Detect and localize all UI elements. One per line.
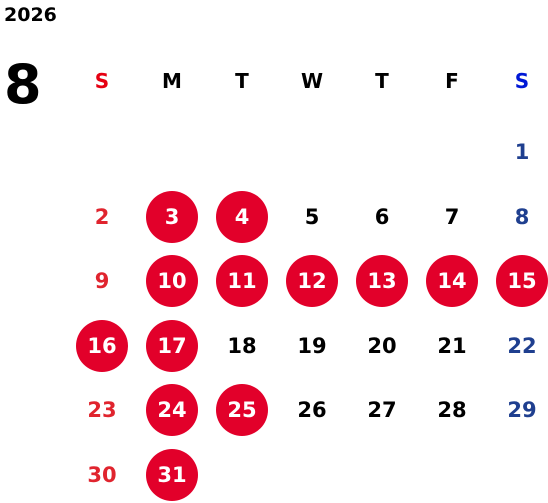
highlight-circle: [356, 255, 408, 307]
day-number: 19: [297, 333, 327, 358]
day-number: 16: [87, 333, 117, 358]
day-number: 31: [157, 462, 187, 487]
day-number: 30: [87, 462, 117, 487]
day-number: 7: [444, 204, 460, 229]
day-number: 4: [234, 204, 250, 229]
day-number: 27: [367, 398, 397, 422]
highlight-circle: [216, 384, 268, 436]
highlight-circle: [146, 448, 198, 501]
day-number: 26: [297, 398, 327, 422]
highlight-circle: [496, 255, 548, 307]
month: 8: [4, 53, 42, 116]
day-number: 15: [507, 269, 537, 293]
day-number: 21: [437, 333, 467, 358]
day-number: 3: [164, 204, 180, 229]
day-number: 6: [374, 204, 390, 229]
weekday-header: S: [94, 69, 110, 93]
day-number: 2: [94, 204, 110, 229]
weekday-header: T: [235, 69, 249, 93]
day-number: 1: [514, 140, 530, 164]
day-number: 29: [507, 398, 537, 422]
highlight-circle: [146, 255, 198, 307]
day-number: 9: [94, 269, 110, 293]
day-number: 5: [304, 204, 320, 229]
year: 2026: [4, 4, 57, 26]
weekday-header: F: [445, 69, 459, 93]
highlight-circle: [216, 255, 268, 307]
highlight-circle: [146, 384, 198, 436]
highlight-circle: [286, 255, 338, 307]
highlight-circle: [426, 255, 478, 307]
highlight-circle: [146, 319, 198, 372]
day-number: 25: [227, 398, 257, 422]
day-number: 13: [367, 269, 397, 293]
weekday-header: T: [375, 69, 389, 93]
day-number: 24: [157, 398, 187, 422]
day-number: 10: [157, 269, 187, 293]
day-number: 17: [157, 333, 187, 358]
day-number: 22: [507, 333, 537, 358]
weekday-header: W: [300, 69, 324, 93]
highlight-circle: [146, 190, 198, 243]
day-number: 23: [87, 398, 117, 422]
day-number: 8: [514, 204, 530, 229]
highlight-circle: [216, 190, 268, 243]
weekday-header: M: [162, 69, 182, 93]
day-number: 12: [297, 269, 327, 293]
day-number: 28: [437, 398, 467, 422]
day-number: 18: [227, 333, 257, 358]
highlight-circle: [76, 319, 128, 372]
day-number: 14: [437, 269, 467, 293]
day-number: 20: [367, 333, 397, 358]
weekday-header: S: [514, 69, 530, 93]
day-number: 11: [227, 269, 257, 293]
